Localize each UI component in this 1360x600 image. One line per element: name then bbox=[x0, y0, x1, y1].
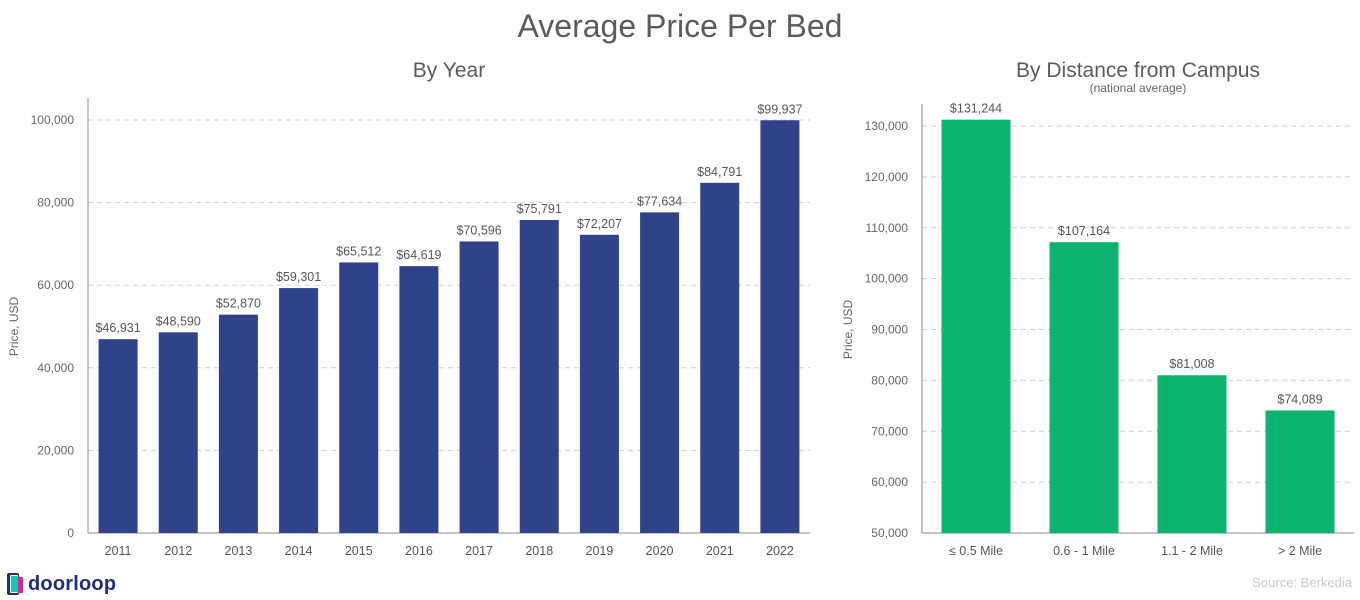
y-tick-label-distance: 70,000 bbox=[871, 424, 908, 438]
bar-year-2011 bbox=[98, 339, 138, 533]
bar-year-2018 bbox=[519, 219, 559, 534]
page-title: Average Price Per Bed bbox=[517, 8, 843, 44]
source-note: Source: Berkedia bbox=[1252, 575, 1352, 590]
y-tick-label-distance: 110,000 bbox=[866, 221, 909, 235]
x-tick-label-year: 2015 bbox=[345, 544, 373, 558]
bar-year-2013 bbox=[218, 314, 258, 533]
data-label-year: $65,512 bbox=[336, 244, 381, 258]
data-label-year: $70,596 bbox=[456, 223, 501, 237]
bar-distance-0-6-1-mile bbox=[1049, 242, 1119, 533]
bar-year-2020 bbox=[640, 212, 680, 533]
data-label-distance: $81,008 bbox=[1169, 357, 1214, 371]
x-tick-label-year: 2011 bbox=[105, 544, 132, 558]
bar-year-2017 bbox=[459, 241, 499, 533]
y-tick-label-year: 100,000 bbox=[31, 113, 75, 127]
chart-subtitle-distance: (national average) bbox=[1090, 81, 1187, 95]
y-tick-label-year: 40,000 bbox=[37, 361, 74, 375]
y-tick-label-distance: 90,000 bbox=[871, 323, 908, 337]
y-tick-label-distance: 120,000 bbox=[865, 170, 909, 184]
x-tick-label-year: 2020 bbox=[646, 544, 674, 558]
y-tick-label-year: 80,000 bbox=[37, 196, 74, 210]
bar-year-2021 bbox=[700, 182, 740, 533]
chart-title-distance: By Distance from Campus bbox=[1016, 59, 1260, 82]
bar-year-2016 bbox=[399, 266, 439, 533]
bar-year-2014 bbox=[279, 288, 319, 533]
data-label-year: $84,791 bbox=[697, 165, 742, 179]
logo-text: doorloop bbox=[28, 572, 117, 595]
y-tick-label-distance: 60,000 bbox=[871, 475, 908, 489]
x-tick-label-year: 2017 bbox=[465, 544, 493, 558]
chart-title-year: By Year bbox=[413, 59, 485, 82]
y-axis-label-distance: Price, USD bbox=[841, 299, 855, 359]
y-tick-label-year: 20,000 bbox=[37, 443, 74, 457]
x-tick-label-year: 2014 bbox=[285, 544, 313, 558]
data-label-year: $59,301 bbox=[276, 270, 321, 284]
data-label-distance: $131,244 bbox=[950, 102, 1002, 116]
y-tick-label-distance: 80,000 bbox=[871, 373, 908, 387]
data-label-year: $64,619 bbox=[396, 248, 441, 262]
y-tick-label-year: 60,000 bbox=[37, 278, 74, 292]
bar-year-2019 bbox=[579, 234, 619, 533]
data-label-year: $72,207 bbox=[577, 217, 622, 231]
x-tick-label-distance: ≤ 0.5 Mile bbox=[949, 544, 1003, 558]
data-label-year: $77,634 bbox=[637, 194, 682, 208]
y-tick-label-distance: 130,000 bbox=[865, 119, 909, 133]
bar-distance-1-1-2-mile bbox=[1157, 375, 1227, 533]
data-label-year: $52,870 bbox=[216, 297, 261, 311]
data-label-year: $99,937 bbox=[757, 102, 802, 116]
y-tick-label-distance: 100,000 bbox=[865, 272, 909, 286]
x-tick-label-year: 2021 bbox=[706, 544, 734, 558]
bar-distance--2-mile bbox=[1265, 410, 1335, 533]
data-label-distance: $107,164 bbox=[1058, 224, 1110, 238]
data-label-year: $75,791 bbox=[517, 202, 562, 216]
x-tick-label-year: 2019 bbox=[586, 544, 614, 558]
bar-year-2012 bbox=[158, 332, 198, 533]
doorloop-logo: doorloop bbox=[6, 570, 116, 598]
data-label-year: $46,931 bbox=[95, 321, 140, 335]
x-tick-label-distance: 1.1 - 2 Mile bbox=[1161, 544, 1223, 558]
data-label-year: $48,590 bbox=[156, 314, 201, 328]
x-tick-label-year: 2013 bbox=[225, 544, 253, 558]
bar-year-2015 bbox=[339, 262, 379, 533]
bar-distance--0-5-mile bbox=[941, 119, 1011, 534]
bar-year-2022 bbox=[760, 120, 800, 533]
x-tick-label-year: 2016 bbox=[405, 544, 433, 558]
y-tick-label-year: 0 bbox=[67, 526, 74, 540]
x-tick-label-distance: > 2 Mile bbox=[1278, 544, 1322, 558]
x-tick-label-year: 2012 bbox=[164, 544, 192, 558]
y-tick-label-distance: 50,000 bbox=[871, 526, 908, 540]
y-axis-label-year: Price, USD bbox=[7, 296, 21, 356]
door-icon bbox=[7, 573, 23, 595]
x-tick-label-distance: 0.6 - 1 Mile bbox=[1053, 544, 1115, 558]
x-tick-label-year: 2018 bbox=[525, 544, 553, 558]
x-tick-label-year: 2022 bbox=[766, 544, 794, 558]
data-label-distance: $74,089 bbox=[1277, 392, 1322, 406]
